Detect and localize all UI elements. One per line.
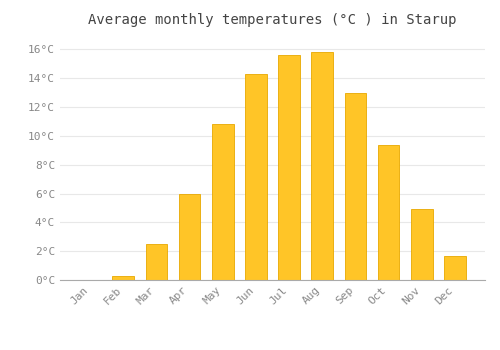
Bar (146, 244, 167, 280)
Bar (278, 55, 300, 280)
Bar (444, 256, 466, 280)
Bar (312, 52, 333, 280)
Bar (212, 124, 234, 280)
Bar (378, 145, 400, 280)
Bar (344, 93, 366, 280)
Bar (179, 194, 201, 280)
Bar (411, 209, 432, 280)
Title: Average monthly temperatures (°C ) in Starup: Average monthly temperatures (°C ) in St… (88, 13, 457, 27)
Bar (245, 74, 266, 280)
Bar (112, 276, 134, 280)
